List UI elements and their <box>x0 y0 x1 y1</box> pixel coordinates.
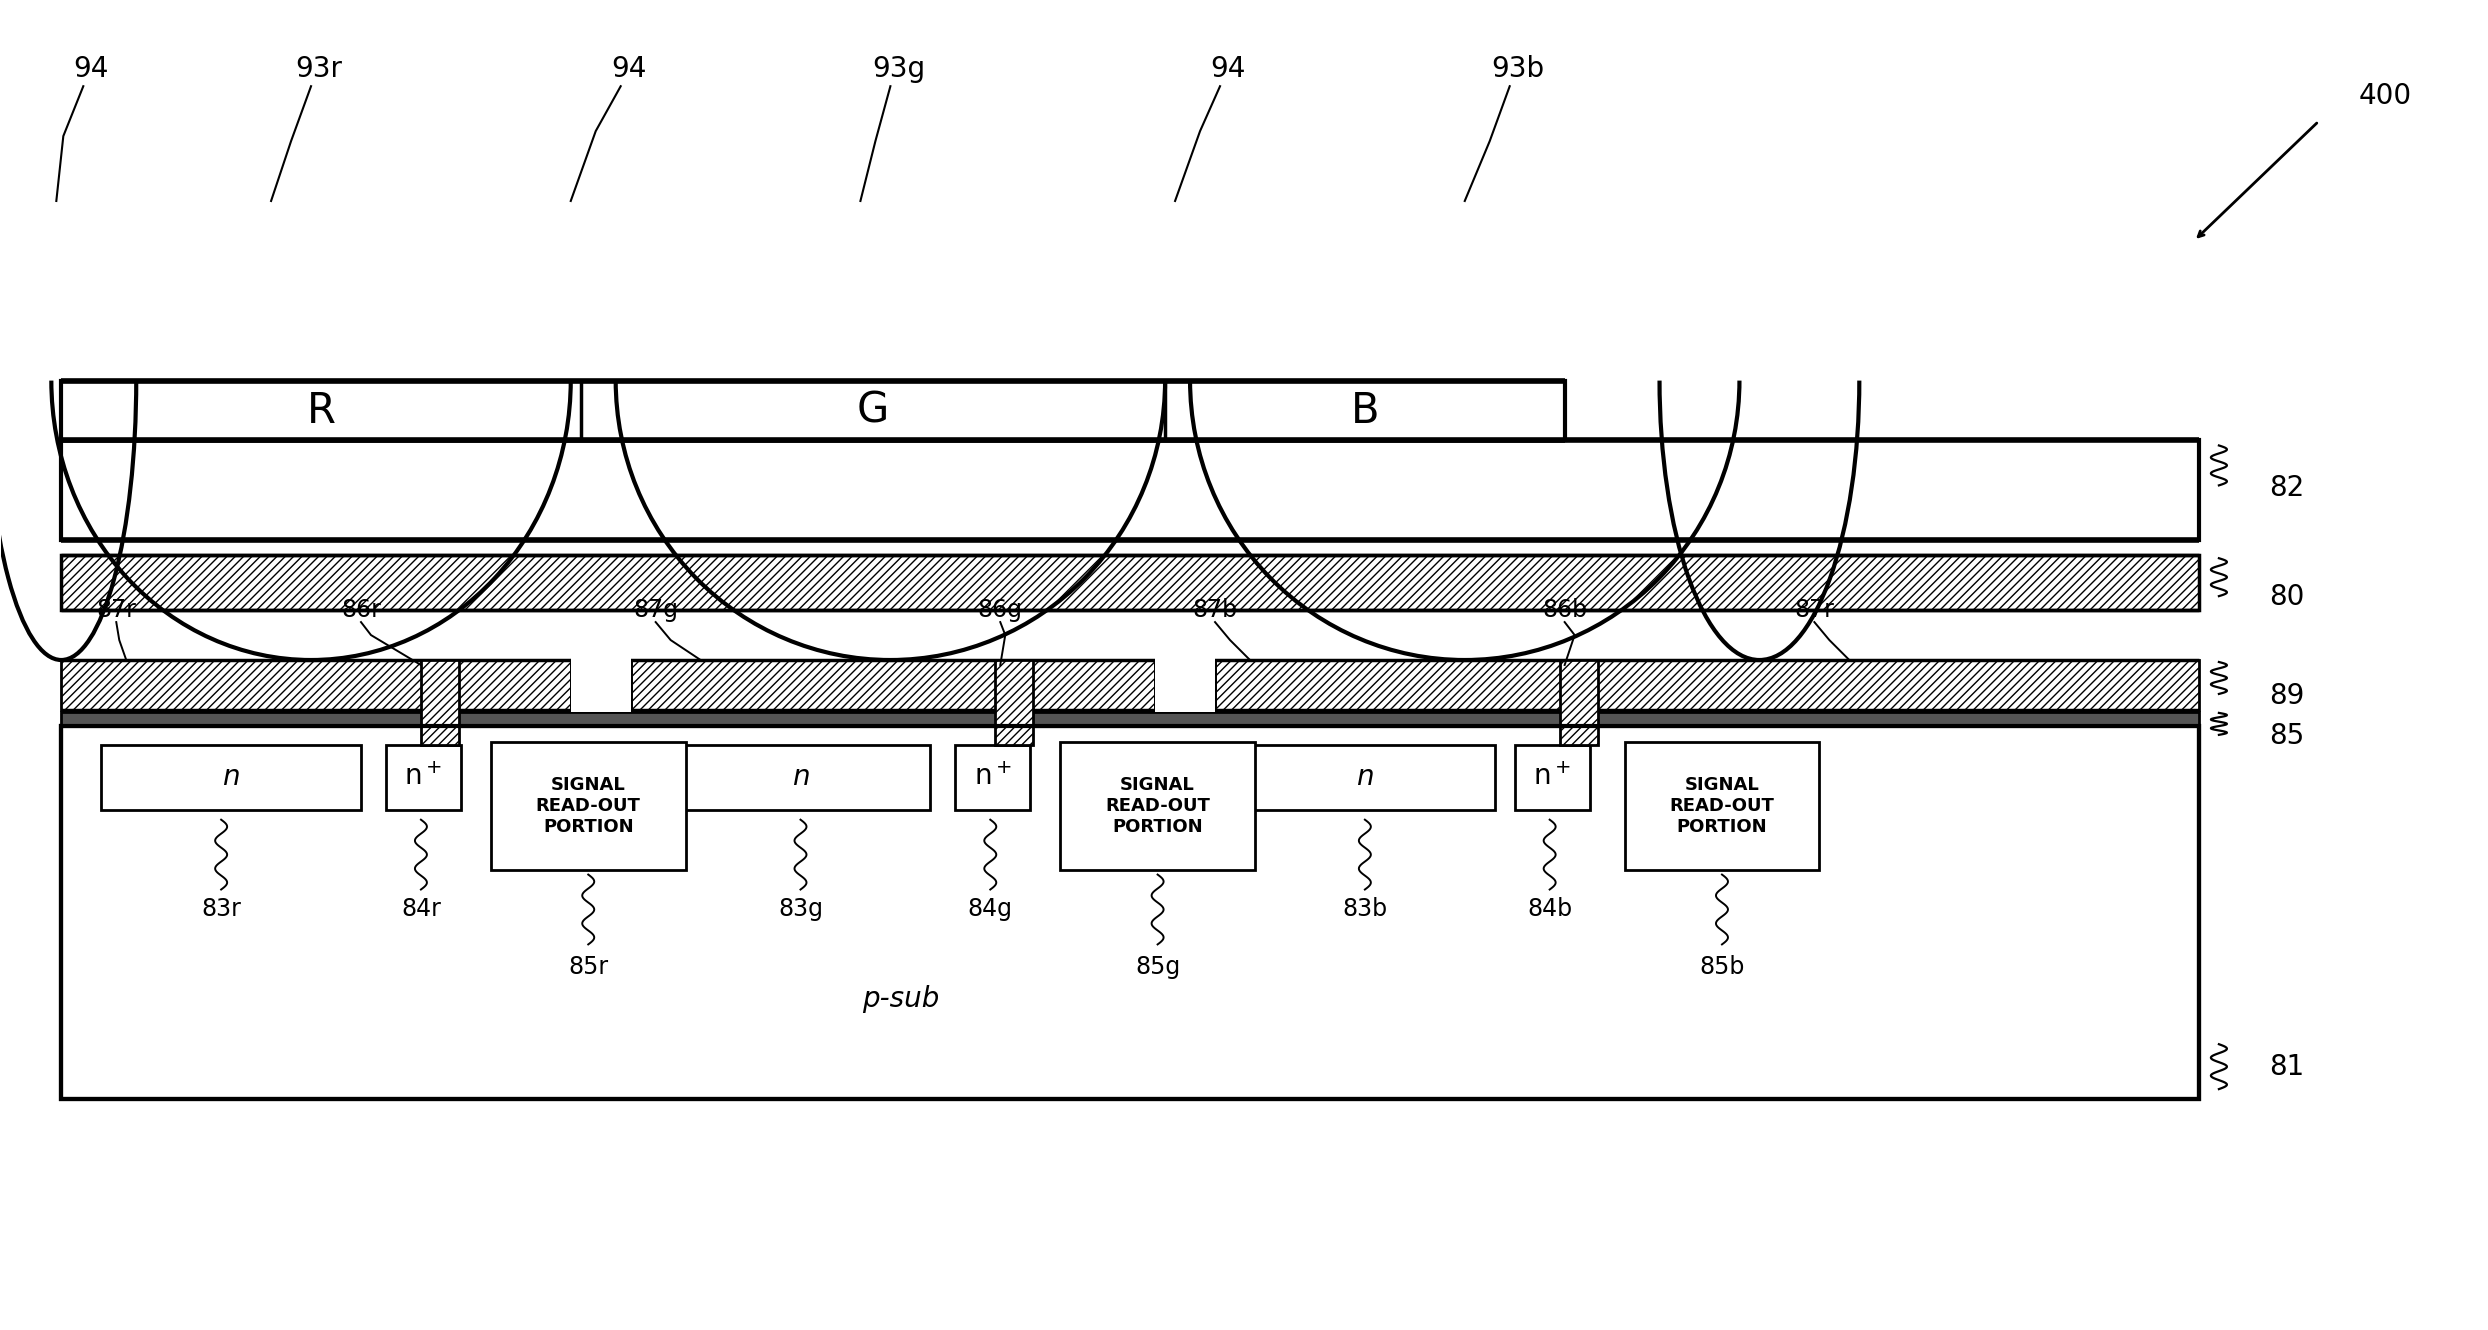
Bar <box>955 745 1030 810</box>
Text: G: G <box>856 390 888 431</box>
Text: SIGNAL
READ-OUT
PORTION: SIGNAL READ-OUT PORTION <box>1669 775 1774 835</box>
Bar <box>62 440 2199 540</box>
Text: 93r: 93r <box>296 56 343 84</box>
Bar <box>62 712 2199 726</box>
Bar <box>672 745 931 810</box>
Bar <box>1154 658 1214 712</box>
Text: 86r: 86r <box>341 598 381 622</box>
Text: 85b: 85b <box>1699 955 1744 979</box>
Bar <box>490 742 687 870</box>
Text: 83r: 83r <box>202 898 241 922</box>
Text: n: n <box>1356 763 1373 791</box>
Text: 87r: 87r <box>1794 598 1834 622</box>
Bar <box>62 726 2199 1099</box>
Bar <box>62 726 2199 1099</box>
Text: 84b: 84b <box>1528 898 1572 922</box>
Text: SIGNAL
READ-OUT
PORTION: SIGNAL READ-OUT PORTION <box>1105 775 1209 835</box>
Bar <box>995 660 1033 745</box>
Text: n$^+$: n$^+$ <box>406 763 443 791</box>
Text: 94: 94 <box>612 56 647 84</box>
Text: n: n <box>221 763 239 791</box>
Text: n: n <box>791 763 809 791</box>
Text: SIGNAL
READ-OUT
PORTION: SIGNAL READ-OUT PORTION <box>535 775 642 835</box>
Bar <box>629 660 1154 710</box>
Text: 94: 94 <box>1209 56 1246 84</box>
Bar <box>62 660 570 710</box>
Text: 86b: 86b <box>1543 598 1587 622</box>
Text: 84g: 84g <box>968 898 1013 922</box>
Text: 94: 94 <box>75 56 109 84</box>
Text: 85: 85 <box>2269 722 2304 750</box>
Text: 93g: 93g <box>871 56 926 84</box>
Text: 84r: 84r <box>401 898 440 922</box>
Text: n$^+$: n$^+$ <box>973 763 1013 791</box>
Bar <box>102 745 361 810</box>
Text: 85g: 85g <box>1135 955 1179 979</box>
Text: 83b: 83b <box>1344 898 1388 922</box>
Bar <box>386 745 460 810</box>
Bar <box>570 658 629 712</box>
Text: n$^+$: n$^+$ <box>1533 763 1570 791</box>
Text: 93b: 93b <box>1490 56 1545 84</box>
Text: 83g: 83g <box>779 898 824 922</box>
Bar <box>1560 660 1597 745</box>
Bar <box>1060 742 1254 870</box>
Text: p-sub: p-sub <box>861 986 938 1013</box>
Text: 87r: 87r <box>97 598 137 622</box>
Bar <box>62 380 1565 440</box>
Text: 85r: 85r <box>567 955 607 979</box>
Text: 81: 81 <box>2269 1053 2304 1081</box>
Bar <box>1515 745 1590 810</box>
Bar <box>1234 745 1495 810</box>
Text: B: B <box>1351 390 1378 431</box>
Bar <box>1214 660 2199 710</box>
Bar <box>420 660 458 745</box>
Text: 82: 82 <box>2269 475 2304 503</box>
Text: 89: 89 <box>2269 682 2304 710</box>
Bar <box>62 555 2199 610</box>
Text: 400: 400 <box>2359 82 2411 110</box>
Text: 86g: 86g <box>978 598 1023 622</box>
Text: 80: 80 <box>2269 583 2304 612</box>
Text: R: R <box>306 390 336 431</box>
Text: 87b: 87b <box>1192 598 1237 622</box>
Bar <box>1625 742 1819 870</box>
Text: 87g: 87g <box>632 598 679 622</box>
